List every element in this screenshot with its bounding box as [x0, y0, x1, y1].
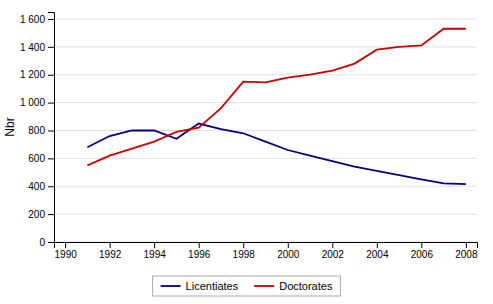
x-tick-label: 1998	[233, 249, 256, 260]
y-tick-mark	[48, 75, 54, 76]
x-tick: 1990	[55, 242, 78, 260]
y-tick-label: 200	[28, 209, 45, 220]
y-tick-mark	[48, 158, 54, 159]
x-tick-label: 2000	[277, 249, 300, 260]
y-tick-label: 1 400	[20, 42, 45, 53]
y-tick: 800	[28, 125, 54, 136]
x-tick: 1994	[144, 242, 167, 260]
grid-line	[54, 214, 477, 215]
y-tick-mark	[48, 186, 54, 187]
x-tick: 1992	[99, 242, 122, 260]
grid-line	[54, 74, 477, 75]
x-tick-mark	[377, 242, 378, 248]
y-tick-mark	[48, 242, 54, 243]
series-line	[87, 29, 465, 166]
y-tick: 1 600	[20, 14, 54, 25]
legend-item: Doctorates	[254, 280, 333, 292]
y-tick: 600	[28, 153, 54, 164]
x-tick-label: 1994	[144, 249, 167, 260]
x-tick-mark	[466, 242, 467, 248]
y-tick-label: 1 200	[20, 69, 45, 80]
y-tick-label: 800	[28, 125, 45, 136]
x-tick-mark	[199, 242, 200, 248]
x-tick-label: 2002	[322, 249, 345, 260]
x-axis: 1990 1992 1994 1996 1998 2000 2002 2004 2006 2008	[55, 242, 478, 260]
legend: Licentiates Doctorates	[153, 276, 341, 296]
y-axis: 0 200 400 600 800 1 000 1 200 1 400 1 600	[20, 13, 55, 248]
grid	[54, 19, 477, 242]
y-tick: 1 200	[20, 69, 54, 80]
y-tick-label: 1 000	[20, 97, 45, 108]
y-tick: 200	[28, 209, 54, 220]
grid-line	[54, 102, 477, 103]
grid-line	[54, 186, 477, 187]
x-tick-mark	[332, 242, 333, 248]
grid-line	[54, 158, 477, 159]
y-tick: 1 000	[20, 97, 54, 108]
y-axis-title: Nbr	[3, 117, 17, 136]
x-tick-label: 1990	[55, 249, 78, 260]
x-tick-mark	[65, 242, 66, 248]
x-axis-line	[55, 243, 478, 249]
x-tick-mark	[288, 242, 289, 248]
lines	[87, 29, 465, 184]
y-tick-label: 600	[28, 153, 45, 164]
y-tick-mark	[48, 19, 54, 20]
x-tick-label: 1996	[188, 249, 211, 260]
y-tick-mark	[48, 103, 54, 104]
y-tick: 0	[39, 237, 54, 248]
x-tick-label: 2006	[411, 249, 434, 260]
y-axis-line	[48, 13, 55, 243]
legend-frame	[153, 276, 341, 296]
x-tick: 2006	[411, 242, 434, 260]
legend-swatch	[254, 285, 274, 287]
x-tick: 1998	[233, 242, 256, 260]
y-tick: 400	[28, 181, 54, 192]
x-tick-label: 2004	[366, 249, 389, 260]
x-tick-mark	[154, 242, 155, 248]
y-tick-label: 400	[28, 181, 45, 192]
x-tick: 2004	[366, 242, 389, 260]
series-line	[87, 124, 465, 185]
x-tick-label: 2008	[455, 249, 478, 260]
y-tick-mark	[48, 214, 54, 215]
y-tick-label: 0	[39, 237, 45, 248]
x-tick: 1996	[188, 242, 211, 260]
x-tick-mark	[421, 242, 422, 248]
chart: 1990199219941996199820002002200420062008…	[0, 0, 493, 304]
x-tick-mark	[243, 242, 244, 248]
x-tick: 2002	[322, 242, 345, 260]
legend-swatch	[161, 285, 181, 287]
y-tick-mark	[48, 130, 54, 131]
y-tick: 1 400	[20, 42, 54, 53]
y-tick-label: 1 600	[20, 14, 45, 25]
grid-line	[54, 18, 477, 19]
legend-label: Licentiates	[186, 280, 239, 292]
x-tick: 2000	[277, 242, 300, 260]
y-tick-mark	[48, 47, 54, 48]
x-tick: 2008	[455, 242, 478, 260]
legend-label: Doctorates	[279, 280, 333, 292]
legend-item: Licentiates	[161, 280, 239, 292]
x-tick-mark	[110, 242, 111, 248]
grid-line	[54, 130, 477, 131]
x-tick-label: 1992	[99, 249, 122, 260]
